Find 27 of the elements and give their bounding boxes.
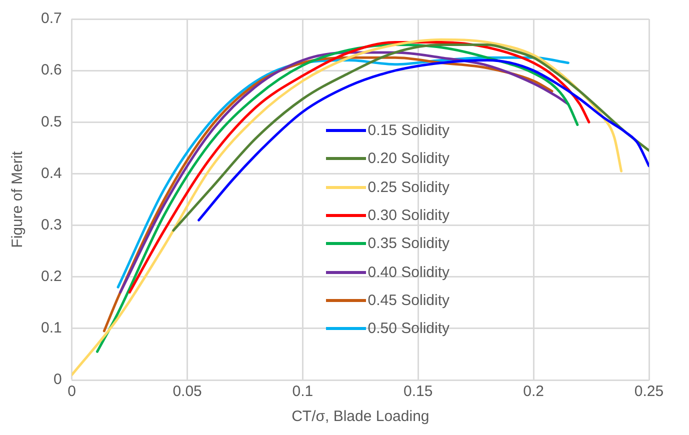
y-tick-label: 0.4	[40, 164, 62, 182]
y-tick-label: 0.2	[40, 268, 62, 285]
y-tick-label: 0.3	[40, 216, 62, 234]
x-tick-label: 0.15	[404, 383, 433, 400]
legend-label: 0.40 Solidity	[368, 264, 450, 281]
x-tick-label: 0.05	[172, 383, 202, 400]
line-series	[72, 38, 623, 376]
legend-label: 0.50 Solidity	[368, 320, 450, 338]
x-tick-label: 0.25	[634, 383, 664, 400]
x-axis-title: CT/σ, Blade Loading	[292, 408, 430, 426]
legend-label: 0.45 Solidity	[368, 292, 450, 309]
y-axis-title: Figure of Merit	[9, 150, 26, 248]
y-tick-label: 0.7	[40, 10, 62, 28]
line-series	[172, 44, 649, 232]
y-tick-label: 0	[54, 371, 62, 388]
x-tick-label: 0.2	[523, 383, 544, 400]
y-tick-label: 0.6	[40, 62, 62, 79]
legend-label: 0.35 Solidity	[368, 235, 450, 252]
legend-label: 0.15 Solidity	[368, 122, 450, 140]
line-series	[198, 59, 649, 222]
x-tick-label: 0.1	[292, 383, 314, 400]
y-tick-label: 0.5	[40, 113, 62, 130]
legend-label: 0.30 Solidity	[368, 207, 450, 224]
x-tick-label: 0	[68, 383, 76, 400]
legend-label: 0.20 Solidity	[368, 150, 450, 168]
y-tick-label: 0.1	[40, 320, 62, 337]
legend-label: 0.25 Solidity	[368, 178, 450, 196]
